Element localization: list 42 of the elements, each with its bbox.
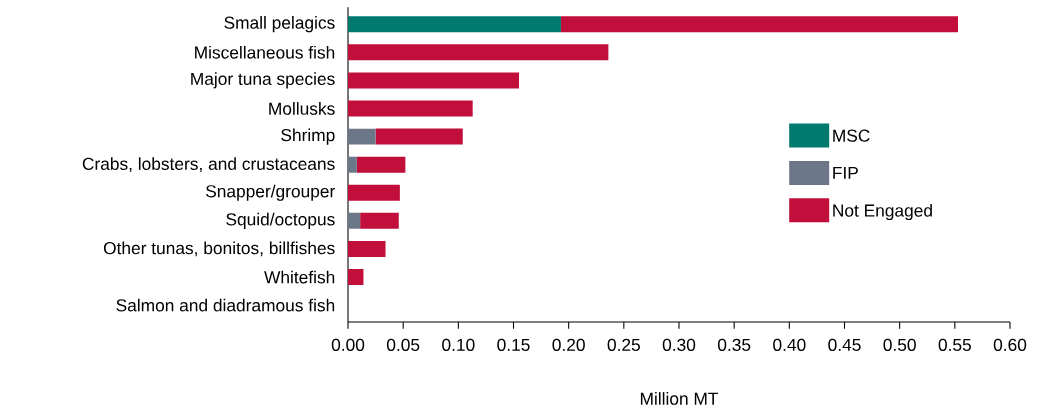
- bar: [348, 240, 386, 257]
- y-tick-label: Miscellaneous fish: [195, 45, 335, 59]
- bar: [348, 184, 400, 201]
- bar: [348, 212, 361, 229]
- y-tick-label: Whitefish: [264, 270, 335, 284]
- legend-label: MSC: [833, 129, 870, 142]
- y-tick-label: Shrimp: [281, 128, 335, 145]
- x-tick-label: 0.10: [442, 338, 475, 351]
- x-tick-label: 0.40: [773, 338, 806, 351]
- bar: [348, 269, 364, 286]
- legend-label: Not Engaged: [833, 203, 932, 221]
- x-axis-title: Million MT: [640, 392, 719, 405]
- bar: [356, 156, 406, 173]
- x-tick-label: 0.00: [331, 338, 365, 351]
- x-tick-label: 0.60: [993, 338, 1027, 351]
- x-tick-label: 0.05: [386, 338, 420, 351]
- bar: [348, 128, 376, 145]
- y-tick-label: Major tuna species: [191, 72, 335, 89]
- bar: [360, 212, 399, 229]
- x-tick-label: 0.25: [607, 338, 640, 351]
- bar: [348, 72, 520, 89]
- y-tick-label: Squid/octopus: [226, 212, 335, 229]
- bar: [375, 128, 463, 145]
- x-tick-label: 0.50: [883, 338, 916, 351]
- bar: [348, 44, 609, 61]
- y-tick-label: Snapper/grouper: [206, 184, 335, 201]
- x-tick-label: 0.30: [662, 338, 696, 351]
- bar: [348, 100, 473, 117]
- y-tick-label: Crabs, lobsters, and crustaceans: [82, 157, 335, 173]
- x-tick-label: 0.15: [497, 338, 530, 351]
- bar: [348, 16, 561, 33]
- y-tick-label: Salmon and diadramous fish: [116, 298, 335, 312]
- bar: [348, 156, 357, 173]
- y-tick-label: Mollusks: [269, 102, 335, 115]
- legend-label: FIP: [833, 166, 858, 179]
- x-tick-label: 0.35: [717, 338, 751, 351]
- x-tick-label: 0.45: [828, 338, 861, 351]
- y-tick-label: Small pelagics: [224, 16, 335, 33]
- x-tick-label: 0.20: [552, 338, 585, 351]
- bar: [560, 16, 959, 33]
- y-tick-label: Other tunas, bonitos, billfishes: [103, 241, 335, 257]
- x-tick-label: 0.55: [938, 338, 971, 351]
